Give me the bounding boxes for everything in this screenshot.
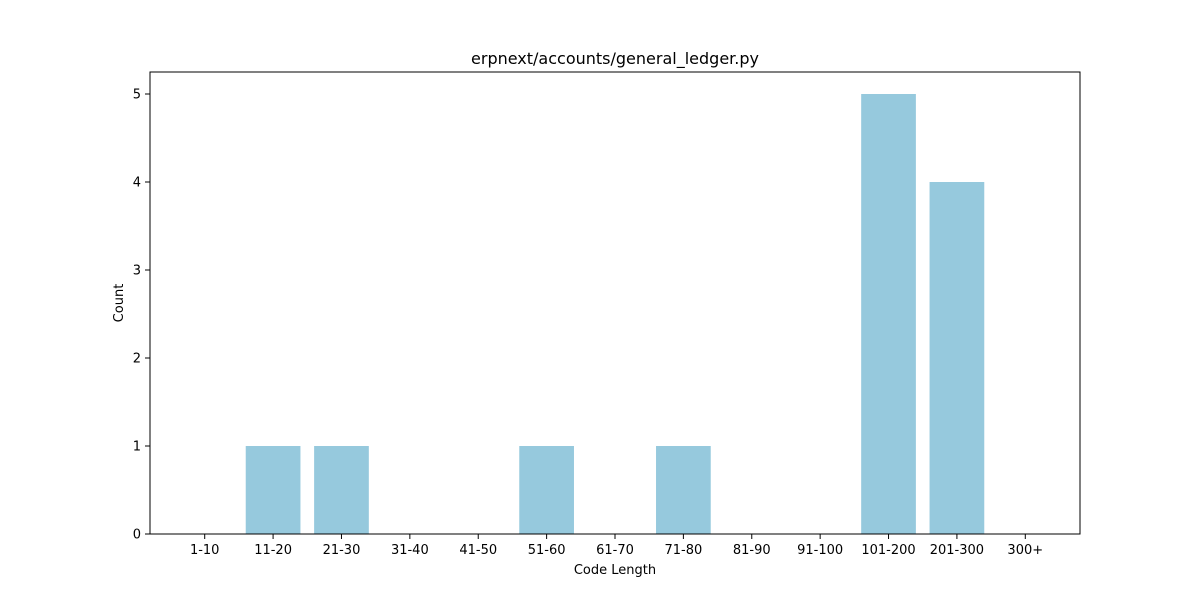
x-axis-label: Code Length <box>574 563 656 578</box>
bar-101-200 <box>861 94 916 534</box>
x-tick-label: 91-100 <box>797 543 843 558</box>
y-tick-label: 0 <box>133 528 141 543</box>
x-tick-label: 61-70 <box>596 543 634 558</box>
y-tick-label: 2 <box>133 352 141 367</box>
y-axis-label: Count <box>112 284 127 323</box>
y-tick-label: 3 <box>133 264 141 279</box>
y-tick-label: 1 <box>133 440 141 455</box>
y-axis-ticks: 0 1 2 3 4 5 <box>133 88 150 543</box>
bar-51-60 <box>519 446 574 534</box>
x-tick-label: 101-200 <box>861 543 915 558</box>
x-tick-label: 201-300 <box>930 543 984 558</box>
x-tick-label: 81-90 <box>733 543 771 558</box>
x-tick-label: 1-10 <box>190 543 220 558</box>
y-tick-label: 4 <box>133 176 141 191</box>
x-tick-label: 21-30 <box>323 543 361 558</box>
x-tick-label: 71-80 <box>664 543 702 558</box>
chart-title: erpnext/accounts/general_ledger.py <box>471 49 759 69</box>
x-tick-label: 51-60 <box>528 543 566 558</box>
bar-11-20 <box>245 446 301 534</box>
x-tick-label: 41-50 <box>459 543 497 558</box>
bar-201-300 <box>929 182 985 534</box>
bars-group <box>245 94 985 534</box>
y-tick-label: 5 <box>133 88 141 103</box>
bar-21-30 <box>314 446 369 534</box>
x-axis-ticks: 1-10 11-20 21-30 31-40 41-50 51-60 61-70 71-80 8… <box>190 534 1043 558</box>
bar-71-80 <box>656 446 711 534</box>
x-tick-label: 31-40 <box>391 543 429 558</box>
x-tick-label: 300+ <box>1007 543 1043 558</box>
x-tick-label: 11-20 <box>254 543 292 558</box>
